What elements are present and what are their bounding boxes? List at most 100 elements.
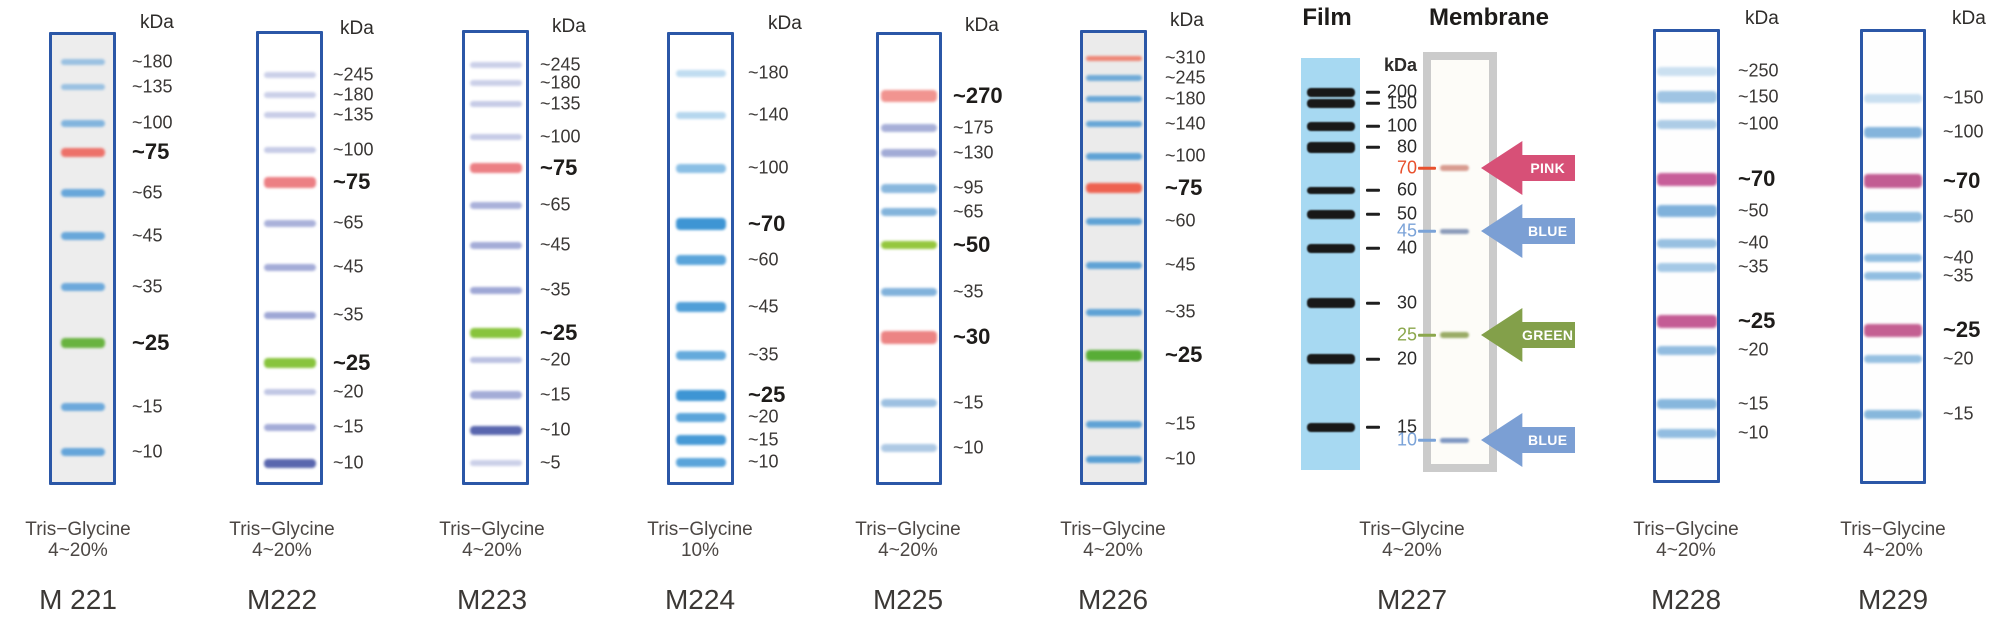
kda-unit-label: kDa [140,12,174,33]
gel-band [1085,152,1142,160]
gel-band [60,232,105,240]
arrow-green-2: GREEN [1481,308,1575,362]
gel-band [675,69,726,77]
band-label: ~20 [748,406,779,427]
gel-lane-box [256,31,323,485]
film-band-30 [1306,298,1355,308]
arrow-label: GREEN [1522,327,1574,343]
gel-band [263,72,316,78]
lane-id-label: M223 [456,584,528,615]
marker-value-20: 20 [1396,348,1417,369]
band-label: ~100 [1943,121,1984,142]
gel-band [469,357,522,363]
gel-band [675,350,726,360]
gel-band [881,288,937,296]
band-label: ~15 [748,429,779,450]
band-label: ~45 [540,234,571,255]
gel-band [881,399,937,407]
gel-type-caption: Tris−Glycine 10% [600,519,800,561]
gel-band [881,208,937,216]
lane-id-label: M222 [246,584,318,615]
marker-dash-70 [1418,166,1436,170]
film-band-50 [1306,209,1355,219]
gel-band [1864,272,1922,280]
marker-value-100: 100 [1386,115,1417,136]
gel-band [675,435,726,445]
band-label: ~10 [748,451,779,472]
band-label: ~15 [1943,403,1974,424]
gel-band [263,147,316,153]
film-band-80 [1306,141,1355,153]
gel-chemistry: Tris−Glycine [1840,519,1946,540]
arrow-label: PINK [1530,160,1565,176]
arrow-blue-1: BLUE [1481,204,1575,258]
film-title: Film [1302,4,1352,31]
gel-band [469,241,522,249]
gel-band [1085,183,1142,193]
band-label: ~50 [953,232,991,257]
gel-band [1864,323,1922,337]
lane-id-label: M 221 [39,584,117,615]
band-label: ~310 [1165,47,1206,68]
gel-band [1656,399,1717,409]
gel-band [1864,212,1922,222]
gel-band [1864,409,1922,419]
lane-id-label: M227 [1376,584,1448,615]
band-label: ~135 [333,104,374,125]
film-band-150 [1306,98,1355,108]
band-label: ~10 [1738,422,1769,443]
band-label: ~70 [1943,168,1981,193]
gel-band [675,111,726,119]
band-label: ~150 [1943,87,1984,108]
gel-band [1864,93,1922,103]
membrane-band-45 [1440,228,1469,234]
gel-type-caption: Tris−Glycine 4~20% [392,519,592,561]
gel-percentage: 4~20% [1656,540,1716,561]
membrane-band-25 [1440,332,1469,338]
gel-lane-box [1860,29,1926,484]
band-label: ~50 [1943,206,1974,227]
kda-unit-label: kDa [965,15,999,36]
gel-percentage: 10% [680,540,720,561]
membrane-band-10 [1440,437,1469,443]
lane-id-label: M228 [1650,584,1722,615]
band-label: ~65 [540,194,571,215]
band-label: ~20 [1943,348,1974,369]
gel-chemistry: Tris−Glycine [1060,519,1166,540]
band-label: ~15 [132,396,163,417]
gel-band [263,389,316,395]
band-label: ~95 [953,177,984,198]
band-label: ~10 [333,452,364,473]
band-label: ~75 [333,169,371,194]
band-label: ~25 [540,320,578,345]
gel-band [60,119,105,127]
gel-chemistry: Tris−Glycine [855,519,961,540]
gel-band [675,389,726,401]
band-label: ~15 [540,384,571,405]
marker-value-10: 10 [1396,429,1417,450]
lane-id-label: M226 [1077,584,1149,615]
gel-lane-box [667,32,734,485]
gel-band [60,283,105,291]
gel-band [1085,349,1142,361]
band-label: ~130 [953,142,994,163]
membrane-title: Membrane [1428,4,1550,31]
band-label: ~180 [748,62,789,83]
band-label: ~20 [333,381,364,402]
gel-type-caption: Tris−Glycine 4~20% [0,519,178,561]
gel-type-caption: Tris−Glycine 4~20% [182,519,382,561]
gel-band [1085,75,1142,81]
film-band-200 [1306,87,1355,97]
lane-id-label: M225 [872,584,944,615]
band-label: ~245 [540,54,581,75]
marker-dash-10 [1418,438,1436,442]
band-label: ~25 [1738,308,1776,333]
kda-unit-label: kDa [1383,55,1417,75]
band-label: ~10 [1165,448,1196,469]
kda-unit-label: kDa [768,13,802,34]
band-label: ~100 [132,112,173,133]
band-label: ~100 [333,139,374,160]
gel-band [1085,121,1142,127]
band-label: ~25 [1943,317,1981,342]
